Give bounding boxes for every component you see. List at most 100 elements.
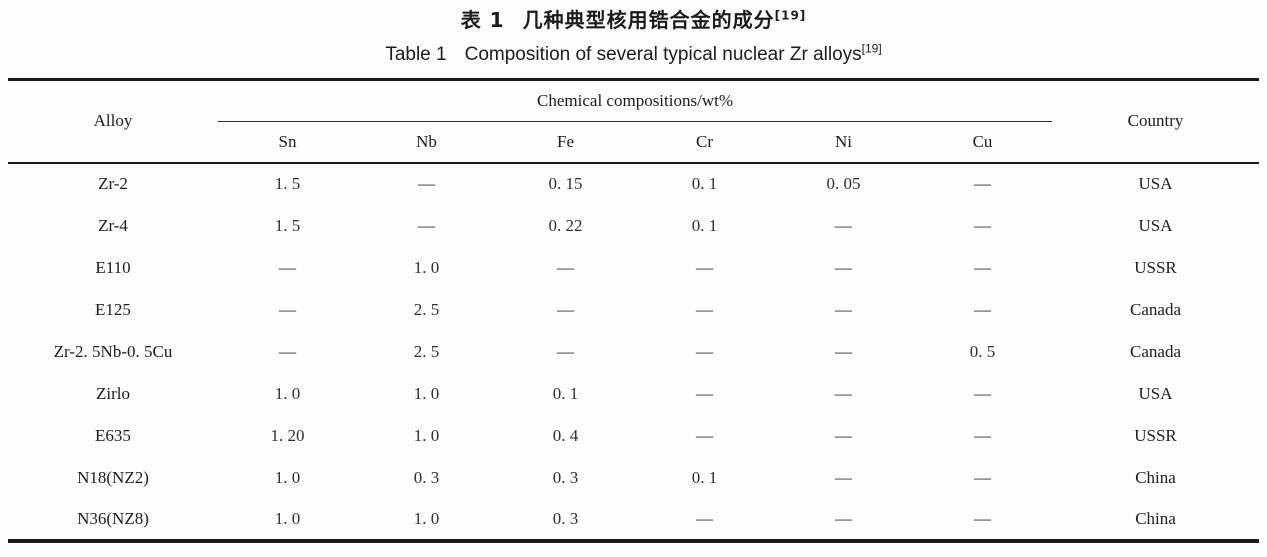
ni-value-cell: — <box>835 383 852 403</box>
fe-value-cell: 0. 1 <box>552 383 579 403</box>
alloy-name-cell: N18(NZ2) <box>77 467 149 487</box>
alloy-name-cell: E635 <box>95 425 131 445</box>
ni-value-cell: — <box>835 215 852 235</box>
sn-value-cell: 1. 5 <box>274 215 301 235</box>
sn-value-cell: — <box>279 341 296 361</box>
citation-ref-zh: [19] <box>774 8 807 23</box>
table-row: Zr-2. 5Nb-0. 5Cu — 2. 5 — — — 0. 5 Canad… <box>8 331 1259 373</box>
country-cell: USSR <box>1134 425 1177 445</box>
table-row: E110 — 1. 0 — — — — USSR <box>8 247 1259 289</box>
table-row: N36(NZ8) 1. 0 1. 0 0. 3 — — — China <box>8 499 1259 541</box>
alloy-name-cell: Zr-2 <box>98 174 128 193</box>
table-row: Zirlo 1. 0 1. 0 0. 1 — — — USA <box>8 373 1259 415</box>
column-header-fe: Fe <box>496 121 635 164</box>
table-caption-en: Composition of several typical nuclear Z… <box>464 44 862 65</box>
alloy-name-cell: E110 <box>95 257 131 277</box>
sn-value-cell: — <box>279 299 296 319</box>
table-row: E635 1. 20 1. 0 0. 4 — — — USSR <box>8 415 1259 457</box>
country-cell: China <box>1135 467 1176 487</box>
nb-value-cell: 0. 3 <box>413 467 440 487</box>
ni-value-cell: — <box>835 508 852 528</box>
cu-value-cell: — <box>974 257 991 277</box>
cr-value-cell: 0. 1 <box>691 215 718 235</box>
country-cell: USSR <box>1134 257 1177 277</box>
cr-value-cell: — <box>696 257 713 277</box>
fe-value-cell: — <box>557 299 574 319</box>
cr-value-cell: — <box>696 425 713 445</box>
table-caption-zh: 几种典型核用锆合金的成分 <box>522 8 775 32</box>
table-title-zh: 表 1 几种典型核用锆合金的成分[19] <box>0 8 1267 32</box>
nb-value-cell: 1. 0 <box>413 425 440 445</box>
nb-value-cell: 2. 5 <box>413 341 440 361</box>
cr-value-cell: — <box>696 341 713 361</box>
fe-value-cell: 0. 4 <box>552 425 579 445</box>
ni-value-cell: — <box>835 467 852 487</box>
column-header-ni: Ni <box>774 121 913 164</box>
fe-value-cell: — <box>557 341 574 361</box>
table-titles: 表 1 几种典型核用锆合金的成分[19] Table 1 Composition o… <box>0 8 1267 66</box>
alloy-name-cell: N36(NZ8) <box>77 508 149 528</box>
table-row: E125 — 2. 5 — — — — Canada <box>8 289 1259 331</box>
cu-value-cell: — <box>974 383 991 403</box>
nb-value-cell: 1. 0 <box>413 257 440 277</box>
alloy-name-cell: E125 <box>95 299 131 319</box>
cu-value-cell: — <box>974 174 991 193</box>
column-header-nb: Nb <box>357 121 496 164</box>
alloy-name-cell: Zr-2. 5Nb-0. 5Cu <box>53 341 173 361</box>
cu-value-cell: — <box>974 425 991 445</box>
nb-value-cell: 1. 0 <box>413 508 440 528</box>
cr-value-cell: — <box>696 508 713 528</box>
fe-value-cell: 0. 3 <box>552 467 579 487</box>
sn-value-cell: 1. 5 <box>274 174 301 193</box>
country-cell: USA <box>1138 215 1173 235</box>
citation-ref-en: [19] <box>861 41 882 56</box>
sn-value-cell: 1. 0 <box>274 508 301 528</box>
nb-value-cell: 2. 5 <box>413 299 440 319</box>
fe-value-cell: 0. 22 <box>548 215 583 235</box>
table-body: Zr-2 1. 5 — 0. 15 0. 1 0. 05 — USA Zr-4 … <box>8 163 1259 541</box>
column-header-alloy: Alloy <box>8 79 218 164</box>
nb-value-cell: 1. 0 <box>413 383 440 403</box>
ni-value-cell: — <box>835 257 852 277</box>
column-header-cr: Cr <box>635 121 774 164</box>
country-cell: USA <box>1138 174 1173 193</box>
cu-value-cell: — <box>974 467 991 487</box>
cr-value-cell: 0. 1 <box>691 467 718 487</box>
ni-value-cell: — <box>835 341 852 361</box>
sn-value-cell: 1. 0 <box>274 383 301 403</box>
composition-table: Alloy Chemical compositions/wt% Country … <box>8 78 1260 543</box>
cu-value-cell: — <box>974 215 991 235</box>
cu-value-cell: — <box>974 508 991 528</box>
sn-value-cell: — <box>279 257 296 277</box>
table-title-en: Table 1 Composition of several typical nu… <box>0 43 1267 66</box>
table-row: Zr-4 1. 5 — 0. 22 0. 1 — — USA <box>8 205 1259 247</box>
column-header-country: Country <box>1052 79 1260 164</box>
cr-value-cell: — <box>696 299 713 319</box>
cu-value-cell: — <box>974 299 991 319</box>
alloy-name-cell: Zirlo <box>96 383 130 403</box>
table-row: Zr-2 1. 5 — 0. 15 0. 1 0. 05 — USA <box>8 163 1259 205</box>
sn-value-cell: 1. 20 <box>270 425 305 445</box>
fe-value-cell: 0. 15 <box>548 174 583 193</box>
fe-value-cell: 0. 3 <box>552 508 579 528</box>
header-row-group: Alloy Chemical compositions/wt% Country <box>8 79 1260 164</box>
fe-value-cell: — <box>557 257 574 277</box>
column-header-sn: Sn <box>218 121 357 164</box>
country-cell: Canada <box>1130 341 1181 361</box>
header-row-elements: Sn Nb Fe Cr Ni Cu <box>8 121 1259 164</box>
table-row: N18(NZ2) 1. 0 0. 3 0. 3 0. 1 — — China <box>8 457 1259 499</box>
table-number-en: Table 1 <box>385 44 447 65</box>
country-cell: Canada <box>1130 299 1181 319</box>
table-header: Alloy Chemical compositions/wt% Country … <box>8 79 1260 164</box>
ni-value-cell: — <box>835 299 852 319</box>
ni-value-cell: 0. 05 <box>826 174 861 193</box>
nb-value-cell: — <box>418 215 435 235</box>
column-group-header-chemical-compositions: Chemical compositions/wt% <box>218 79 1053 122</box>
cr-value-cell: 0. 1 <box>691 174 718 193</box>
country-cell: China <box>1135 508 1176 528</box>
alloy-name-cell: Zr-4 <box>98 215 128 235</box>
country-cell: USA <box>1138 383 1173 403</box>
ni-value-cell: — <box>835 425 852 445</box>
table-number-zh: 表 1 <box>460 8 505 32</box>
